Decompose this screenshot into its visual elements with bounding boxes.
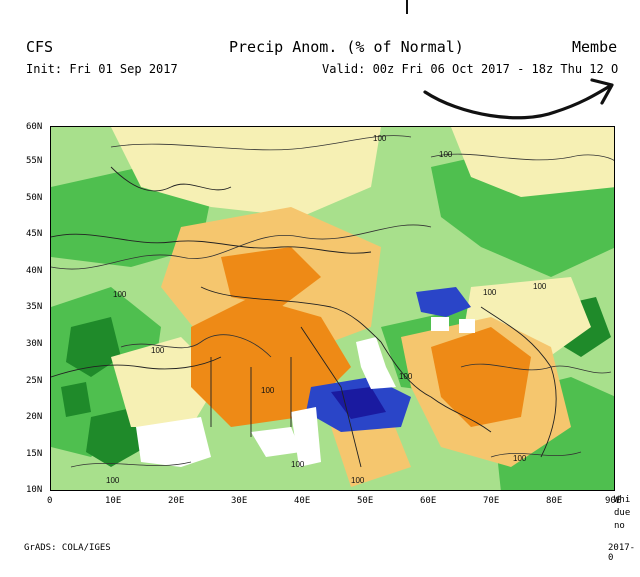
masked-area — [291, 407, 321, 467]
lat-tick: 45N — [26, 229, 43, 239]
coastlines — [51, 166, 557, 468]
map-canvas: 100 100 100 100 100 100 100 100 100 100 … — [51, 127, 614, 490]
map-title: Precip Anom. (% of Normal) — [229, 38, 464, 56]
lat-tick: 30N — [26, 339, 43, 349]
dark-green-area — [61, 382, 91, 417]
contour-label: 100 — [106, 476, 120, 485]
init-time: Init: Fri 01 Sep 2017 — [26, 62, 178, 76]
pale-yellow-area — [111, 127, 381, 217]
contour-label: 100 — [151, 346, 165, 355]
lon-tick: 60E — [420, 496, 437, 506]
member-label: Membe — [572, 38, 618, 56]
lat-tick: 15N — [26, 449, 43, 459]
contour-label: 100 — [373, 134, 387, 143]
masked-area — [459, 319, 475, 333]
model-label: CFS — [26, 38, 54, 56]
top-border — [0, 0, 640, 22]
lat-tick: 10N — [26, 485, 43, 495]
contour-label: 100 — [483, 288, 497, 297]
top-rule — [406, 0, 408, 14]
blue-area — [416, 287, 471, 317]
footer-date: 2017-0 — [608, 543, 636, 563]
contour-label: 100 — [351, 476, 365, 485]
lon-tick: 10E — [105, 496, 122, 506]
side-note: Whi due no — [614, 494, 630, 533]
lat-tick: 40N — [26, 266, 43, 276]
orange-area — [221, 247, 321, 307]
dark-blue-area — [331, 387, 386, 419]
contour-100 — [51, 135, 614, 468]
lon-tick: 40E — [294, 496, 311, 506]
valid-time: Valid: 00z Fri 06 Oct 2017 - 18z Thu 12 … — [322, 62, 619, 76]
side-note-line: no — [614, 521, 625, 531]
lat-tick: 20N — [26, 412, 43, 422]
masked-area — [431, 317, 449, 331]
lat-tick: 50N — [26, 193, 43, 203]
lon-tick: 20E — [168, 496, 185, 506]
lon-tick: 70E — [483, 496, 500, 506]
lon-tick: 90E — [605, 496, 622, 506]
precip-anomaly-map: 100 100 100 100 100 100 100 100 100 100 … — [50, 126, 615, 491]
contour-label: 100 — [261, 386, 275, 395]
dark-green-area — [66, 317, 121, 377]
lon-tick: 80E — [546, 496, 563, 506]
masked-area — [136, 417, 211, 467]
lat-tick: 35N — [26, 302, 43, 312]
side-note-line: Whi — [614, 495, 631, 505]
side-note-line: due — [614, 508, 631, 518]
masked-area — [356, 337, 396, 389]
lat-tick: 55N — [26, 156, 43, 166]
arrow-shaft — [423, 84, 612, 120]
pale-yellow-area — [451, 127, 614, 197]
contour-label: 100 — [291, 460, 305, 469]
light-orange-area — [331, 417, 411, 487]
grads-credit: GrADS: COLA/IGES — [24, 543, 111, 553]
masked-area — [251, 427, 301, 457]
orange-area — [431, 327, 531, 427]
arrow-head — [590, 78, 614, 105]
lon-tick: 30E — [231, 496, 248, 506]
contour-label: 100 — [439, 150, 453, 159]
contour-label: 100 — [399, 372, 413, 381]
lat-tick: 60N — [26, 122, 43, 132]
contour-label: 100 — [533, 282, 547, 291]
contour-label: 100 — [513, 454, 527, 463]
lon-tick: 50E — [357, 496, 374, 506]
lat-tick: 25N — [26, 376, 43, 386]
lon-tick: 0 — [47, 496, 53, 506]
contour-label: 100 — [113, 290, 127, 299]
